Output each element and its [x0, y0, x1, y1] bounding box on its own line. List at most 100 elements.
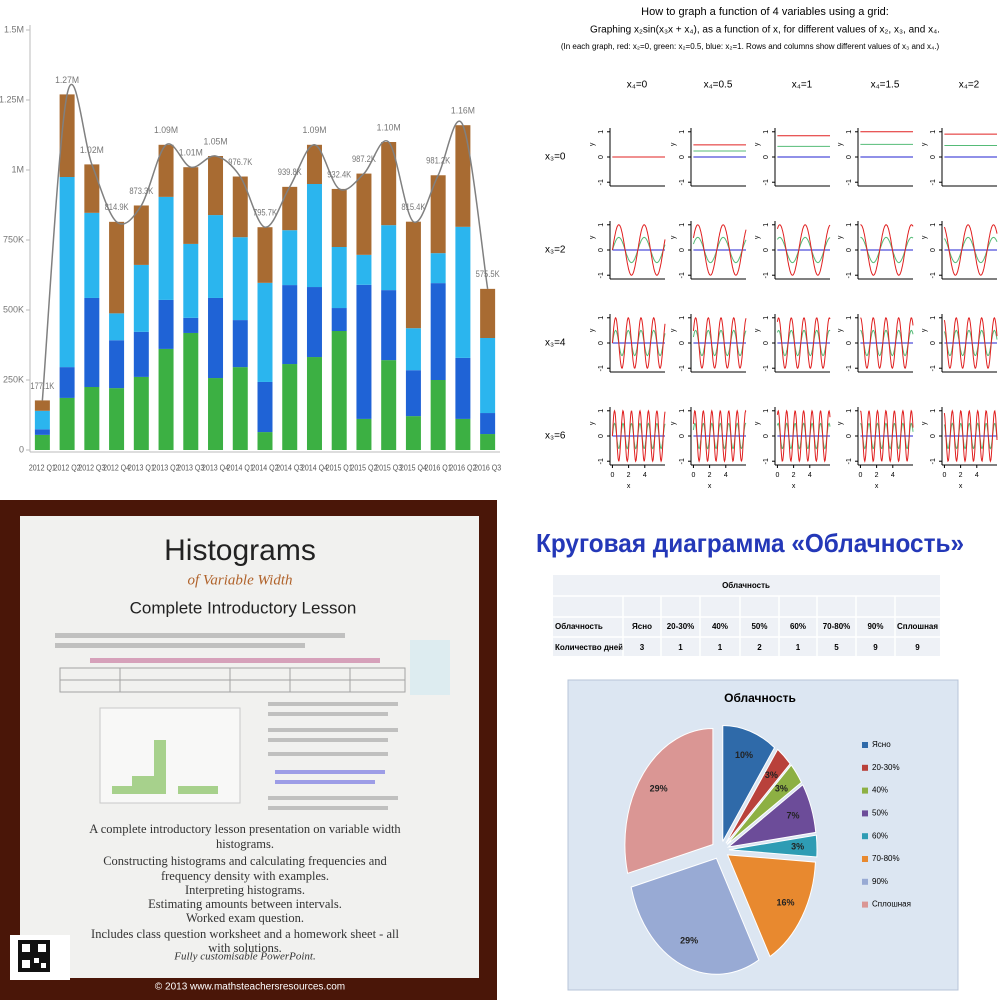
x-axis-label: x	[627, 483, 631, 490]
row-label: x₃=0	[545, 152, 566, 163]
y-axis-label: y	[837, 421, 844, 425]
y-tick-label: 0	[679, 341, 686, 345]
table-cell: 5	[834, 643, 839, 652]
curve	[692, 317, 747, 369]
bar-segment	[232, 176, 248, 238]
grid-subtitle: Graphing x₂sin(x₃x + x₄), as a function …	[590, 25, 940, 36]
y-tick-label: -1	[846, 365, 853, 371]
data-label: 1.10M	[377, 122, 401, 132]
y-tick-label: 1	[846, 316, 853, 320]
cloud-heading: Круговая диаграмма «Облачность»	[536, 528, 964, 558]
poster-line: Includes class question worksheet and a …	[91, 927, 399, 941]
y-tick-label: 1	[763, 409, 770, 413]
bar-segment	[232, 320, 248, 368]
bar-segment	[183, 167, 199, 244]
data-label: 932.4K	[327, 169, 351, 179]
y-tick-label: 0	[598, 434, 605, 438]
table-cell: 1	[678, 643, 683, 652]
y-axis-label: y	[589, 328, 596, 332]
y-tick-label: 1	[598, 223, 605, 227]
poster-line: with solutions.	[208, 941, 282, 955]
curve	[692, 224, 747, 276]
blur-line	[268, 712, 388, 716]
bar-segment	[133, 264, 149, 332]
x-tick-label: 2015 Q1	[326, 462, 353, 472]
y-axis-label: y	[921, 328, 928, 332]
x-tick-label: 2014 Q2	[252, 462, 279, 472]
data-label: 177.1K	[30, 381, 54, 391]
blur-line	[268, 738, 388, 742]
x-tick-label: 0	[610, 472, 614, 479]
x-tick-label: 2013 Q3	[177, 462, 204, 472]
x-tick-label: 2016 Q2	[449, 462, 476, 472]
y-axis-label: y	[837, 142, 844, 146]
bar-segment	[455, 357, 471, 419]
bar-segment	[430, 175, 446, 254]
table-row-label: Количество дней	[555, 643, 623, 652]
data-label: 815.4K	[401, 202, 425, 212]
bar-segment	[455, 226, 471, 358]
poster-line: histograms.	[216, 837, 274, 851]
bar-segment	[34, 400, 50, 411]
y-tick-label: -1	[930, 179, 937, 185]
y-tick-label: -1	[846, 458, 853, 464]
bar-segment	[208, 156, 224, 216]
y-tick-label: 0	[679, 155, 686, 159]
y-axis-label: y	[921, 235, 928, 239]
bar-segment	[480, 434, 496, 450]
y-tick-label: 1	[679, 223, 686, 227]
y-tick-label: 0	[846, 155, 853, 159]
y-tick-label: -1	[763, 458, 770, 464]
bar-segment	[306, 287, 322, 358]
blur-bar	[112, 786, 132, 794]
legend-swatch	[862, 787, 868, 794]
curve	[776, 409, 831, 463]
legend-swatch	[862, 764, 868, 771]
bar-segment	[356, 284, 372, 419]
bar-segment	[405, 416, 421, 450]
curve	[692, 409, 747, 463]
y-tick-label: -1	[846, 272, 853, 278]
data-label: 575.5K	[476, 269, 500, 279]
bar-segment	[133, 205, 149, 265]
pie-label: 29%	[680, 936, 698, 946]
y-axis-label: y	[589, 235, 596, 239]
bar-segment	[282, 230, 298, 286]
pie-label: 3%	[765, 770, 778, 780]
poster-subtitle: of Variable Width	[188, 572, 293, 588]
bar-segment	[306, 357, 322, 450]
bar-segment	[405, 328, 421, 371]
blur-line	[275, 770, 385, 774]
y-tick-label: 1	[679, 316, 686, 320]
bar-segment	[84, 164, 100, 213]
y-axis-label: y	[670, 421, 677, 425]
blur-bar	[178, 786, 218, 794]
legend-label: 90%	[872, 877, 888, 886]
bar-segment	[381, 290, 397, 361]
x-tick-label: 2	[627, 472, 631, 479]
pie-slice	[722, 724, 776, 842]
bar-segment	[183, 317, 199, 333]
x-tick-label: 4	[891, 472, 895, 479]
data-label: 873.3K	[129, 186, 153, 196]
table-header: 70-80%	[823, 622, 851, 631]
y-tick-label: -1	[679, 272, 686, 278]
x-tick-label: 4	[643, 472, 647, 479]
pie-title: Облачность	[724, 691, 796, 705]
pie-slice	[624, 727, 714, 874]
table-cell: 9	[873, 643, 878, 652]
poster-line: frequency density with examples.	[161, 869, 329, 883]
pie-slice	[726, 764, 803, 845]
y-tick-label: 1	[763, 316, 770, 320]
bar-segment	[356, 254, 372, 285]
bar-segment	[158, 348, 174, 450]
x-axis-label: x	[792, 483, 796, 490]
legend-swatch	[862, 810, 868, 817]
bar-segment	[381, 360, 397, 450]
y-tick-label: 1	[846, 409, 853, 413]
y-axis-label: y	[754, 328, 761, 332]
table-header: 20-30%	[667, 622, 695, 631]
legend-label: Ясно	[872, 740, 891, 749]
x-tick-label: 2013 Q2	[153, 462, 180, 472]
blur-line	[90, 658, 380, 663]
